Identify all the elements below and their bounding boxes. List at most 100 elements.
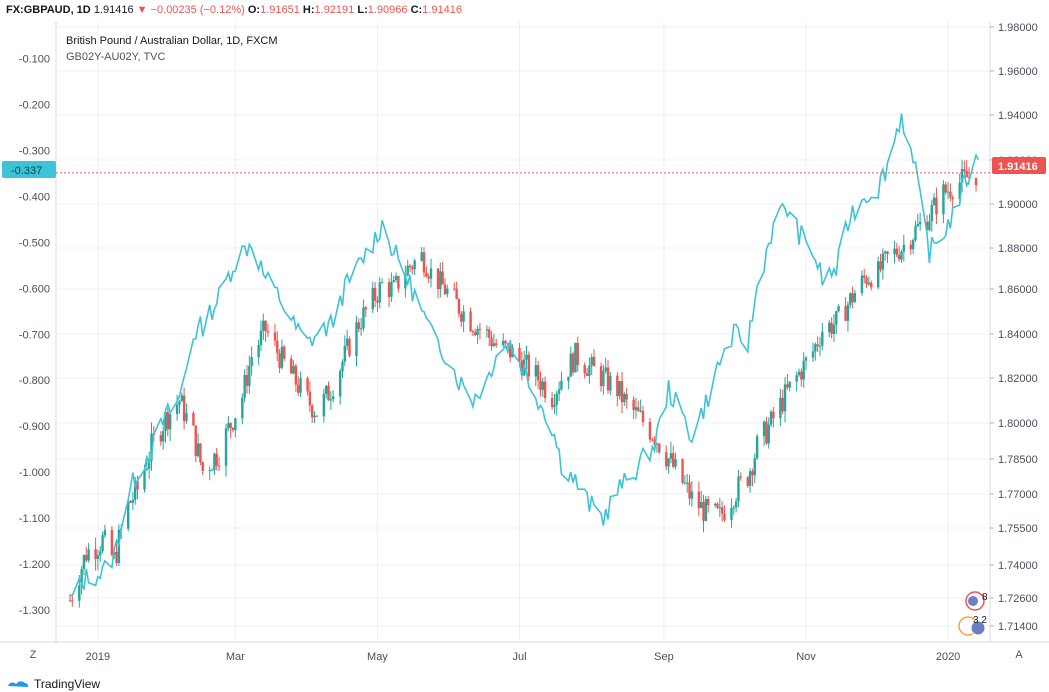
candle-up [900, 251, 903, 260]
close-label: C: [410, 4, 423, 16]
candle-down [800, 371, 803, 380]
candle-down [327, 385, 330, 401]
legend-overlay[interactable]: GB02Y-AU02Y, TVC [66, 51, 166, 63]
candle-down [772, 411, 775, 419]
candle-up [730, 507, 733, 521]
candle-down [550, 398, 554, 408]
candle-down [166, 412, 170, 430]
candle-down [576, 342, 579, 366]
candle-down [539, 380, 542, 390]
candle-up [99, 551, 102, 556]
candle-up [737, 476, 740, 502]
right-tick-label: 1.96000 [998, 66, 1038, 78]
candle-down [478, 328, 482, 330]
candle-down [348, 338, 351, 356]
candle-down [364, 307, 367, 310]
candle-down [751, 471, 754, 476]
candle-up [713, 503, 717, 506]
candle-up [280, 346, 284, 368]
candle-down [278, 353, 281, 368]
zoom-button[interactable]: Z [29, 649, 37, 661]
open-label: O: [247, 4, 261, 16]
time-axis[interactable]: 2019 Mar May Jul Sep Nov 2020 [86, 651, 961, 663]
candle-up [429, 268, 433, 279]
candle-down [192, 413, 195, 426]
candle-up [324, 385, 328, 394]
right-tick-label: 1.90000 [998, 199, 1038, 211]
candle-up [355, 322, 358, 356]
right-tick-label: 1.82000 [998, 373, 1038, 385]
candle-down [273, 332, 277, 341]
candle-up [210, 470, 214, 472]
x-tick-label: Jul [512, 651, 526, 663]
candlestick-series[interactable] [68, 159, 978, 608]
candle-down [672, 453, 675, 467]
event-badge-2[interactable]: 3 2 [958, 615, 987, 636]
candle-up [718, 507, 722, 509]
candle-down [495, 343, 498, 346]
candle-up [753, 458, 756, 476]
low-value: 1.90966 [367, 4, 408, 16]
candle-down [665, 452, 668, 467]
candle-up [853, 293, 857, 303]
candle-up [590, 356, 593, 366]
high-label: H: [302, 4, 315, 16]
candle-up [78, 585, 81, 601]
candle-up [525, 354, 528, 360]
candle-down [870, 282, 873, 288]
candle-up [958, 182, 961, 200]
candle-up [569, 353, 572, 377]
price-change: −0.00235 (−0.12%) [150, 4, 245, 16]
symbol-name[interactable]: FX:GBPAUD, 1D [6, 4, 91, 16]
grid [56, 22, 990, 642]
symbol-header: FX:GBPAUD, 1D 1.91416 ▼ −0.00235 (−0.12%… [6, 2, 462, 18]
brand-name[interactable]: TradingView [34, 677, 101, 691]
candle-up [814, 344, 817, 352]
candle-down [264, 320, 267, 332]
candle-down [518, 347, 521, 361]
candle-up [755, 436, 759, 459]
candle-up [802, 360, 805, 380]
left-tick-label: -1.100 [19, 513, 50, 525]
candle-down [583, 365, 586, 374]
candle-down [397, 276, 400, 289]
candle-up [821, 332, 824, 346]
event-badge-1[interactable]: 8 [965, 591, 988, 611]
candle-up [329, 399, 333, 401]
candle-down [68, 600, 72, 602]
candle-up [492, 343, 496, 346]
candle-down [425, 272, 428, 277]
candle-up [893, 248, 896, 254]
candle-down [315, 415, 319, 417]
candle-down [520, 360, 524, 376]
candle-up [80, 569, 83, 586]
candle-up [380, 282, 384, 284]
candle-up [734, 501, 738, 508]
candle-up [248, 365, 251, 387]
legend-main[interactable]: British Pound / Australian Dollar, 1D, F… [66, 35, 278, 47]
candle-down [455, 288, 458, 300]
candle-up [299, 378, 302, 393]
candle-up [82, 555, 86, 570]
candle-down [490, 337, 493, 346]
candle-up [674, 459, 677, 467]
candle-down [625, 394, 628, 400]
candle-up [313, 415, 316, 418]
candle-down [786, 384, 789, 388]
candle-down [863, 275, 866, 278]
event-badge-1-count: 8 [982, 592, 988, 603]
candle-up [168, 414, 172, 430]
right-axis[interactable]: 1.980001.960001.940001.920001.900001.880… [990, 22, 1038, 633]
auto-scale-button[interactable]: A [1015, 649, 1023, 661]
candle-down [746, 477, 749, 486]
left-tick-label: -0.800 [19, 375, 50, 387]
candle-up [175, 404, 179, 415]
right-tick-label: 1.84000 [998, 329, 1038, 341]
candle-up [788, 381, 791, 388]
candle-up [243, 374, 246, 398]
candle-up [485, 329, 489, 331]
left-axis[interactable]: -0.100 -0.200 -0.300 -0.400 -0.500 -0.600 -0.7… [19, 54, 50, 617]
spread-line[interactable] [69, 113, 980, 597]
candle-up [378, 282, 381, 303]
